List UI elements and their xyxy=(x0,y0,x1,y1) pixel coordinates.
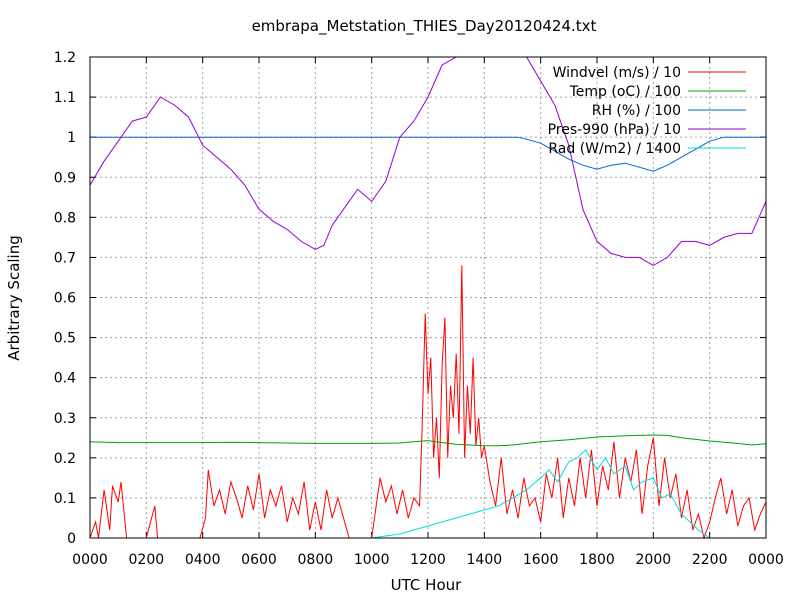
x-tick-label: 1200 xyxy=(410,552,446,568)
x-tick-label: 0400 xyxy=(185,552,221,568)
x-tick-label: 0000 xyxy=(72,552,108,568)
y-axis-label: Arbitrary Scaling xyxy=(5,235,23,361)
y-tick-label: 0.5 xyxy=(54,331,76,347)
x-tick-label: 0600 xyxy=(241,552,277,568)
legend-label-rh: RH (%) / 100 xyxy=(592,103,681,119)
y-tick-label: 1.2 xyxy=(54,50,76,66)
y-tick-label: 0.9 xyxy=(54,170,76,186)
x-tick-label: 1800 xyxy=(579,552,615,568)
y-tick-label: 0.6 xyxy=(54,291,76,307)
x-tick-label: 0000 xyxy=(748,552,784,568)
y-tick-label: 1 xyxy=(67,130,76,146)
legend-label-rad: Rad (W/m2) / 1400 xyxy=(548,141,681,157)
series-line-windvel xyxy=(89,265,767,540)
y-tick-label: 0.1 xyxy=(54,491,76,507)
plot-frame xyxy=(89,56,767,539)
series-line-rh xyxy=(90,136,766,172)
x-tick-label: 0200 xyxy=(129,552,165,568)
series-line-pres990 xyxy=(89,56,767,266)
y-tick-label: 0.2 xyxy=(54,451,76,467)
plot-series xyxy=(89,56,767,540)
y-tick-label: 0.8 xyxy=(54,210,76,226)
legend-label-temp: Temp (oC) / 100 xyxy=(569,84,681,100)
x-tick-label: 2200 xyxy=(692,552,728,568)
series-line-temp xyxy=(89,434,767,447)
legend-label-windvel: Windvel (m/s) / 10 xyxy=(553,65,681,81)
y-tick-label: 0.7 xyxy=(54,250,76,266)
legend: Windvel (m/s) / 10 Temp (oC) / 100 RH (%) … xyxy=(548,65,746,157)
y-tick-label: 0.3 xyxy=(54,411,76,427)
x-tick-label: 0800 xyxy=(298,552,334,568)
axis-ticks: 0000 0200 0400 0600 0800 1000 1200 1400 1600 1800… xyxy=(54,50,784,568)
x-tick-label: 2000 xyxy=(636,552,672,568)
y-tick-label: 1.1 xyxy=(54,90,76,106)
x-tick-label: 1600 xyxy=(523,552,559,568)
x-tick-label: 1000 xyxy=(354,552,390,568)
series-line-rad xyxy=(371,448,710,539)
chart-title: embrapa_Metstation_THIES_Day20120424.txt xyxy=(252,17,597,36)
x-axis-label: UTC Hour xyxy=(391,576,462,594)
y-tick-label: 0 xyxy=(67,531,76,547)
y-tick-label: 0.4 xyxy=(54,371,76,387)
legend-label-pres990: Pres-990 (hPa) / 10 xyxy=(548,122,681,138)
x-tick-label: 1400 xyxy=(467,552,503,568)
